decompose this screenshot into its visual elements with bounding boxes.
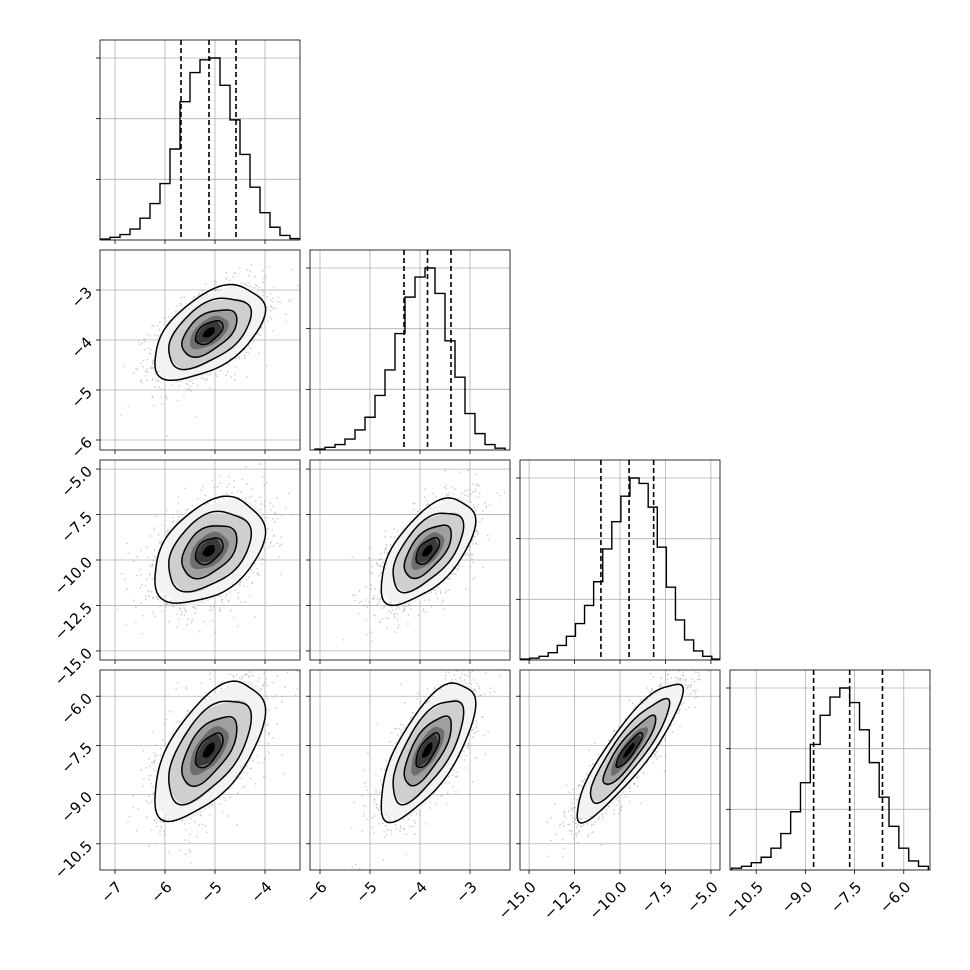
x-tick-label-1-1: −5 (352, 878, 380, 906)
scatter-1_0-contour-2 (168, 297, 253, 371)
hist-2-step-line (520, 477, 720, 660)
hist-panel-2 (516, 459, 721, 664)
scatter-3_0-contour-1 (181, 716, 238, 788)
scatter-3_1-contour-1 (403, 715, 452, 787)
y-tick-label-1-1: −5 (68, 383, 96, 411)
scatter-1_0-density-5 (202, 327, 215, 338)
x-tick-label-1-0: −6 (302, 878, 330, 906)
scatter-1_0-contour-0 (194, 320, 224, 346)
scatter-1_0-contour-1 (181, 309, 238, 358)
scatter-2_1-contour-0 (415, 536, 441, 565)
scatter-panel-2-1 (306, 459, 511, 664)
y-tick-label-3-3: −6.0 (58, 690, 96, 728)
scatter-3_2-contour-1 (602, 714, 657, 785)
x-tick-label-2-3: −7.5 (638, 878, 676, 916)
x-tick-label-0-0: −7 (97, 878, 125, 906)
scatter-3_0-contour-2 (168, 700, 253, 806)
x-tick-label-2-1: −12.5 (540, 878, 585, 923)
scatter-panel-3-1 (306, 669, 511, 874)
x-tick-label-2-0: −15.0 (495, 878, 540, 923)
scatter-3_1-density-5 (422, 742, 433, 758)
scatter-3_2-contour-0 (615, 732, 644, 769)
scatter-panel-3-0 (96, 669, 301, 874)
scatter-3_2-contour-3 (576, 683, 685, 824)
y-tick-label-2-0: −15.0 (51, 644, 96, 689)
y-tick-label-1-2: −4 (68, 333, 96, 361)
scatter-panel-1-0-frame (99, 249, 301, 451)
scatter-3_0-contour-3 (154, 680, 267, 823)
scatter-3_2-density-5 (623, 742, 635, 758)
scatter-panel-3-2 (516, 669, 721, 874)
scatter-panel-2-1-content (310, 460, 510, 660)
x-tick-label-3-1: −9.0 (778, 878, 816, 916)
hist-panel-3-frame (729, 669, 931, 871)
hist-panel-0 (96, 39, 301, 244)
y-tick-label-2-3: −7.5 (58, 508, 96, 546)
x-tick-label-1-2: −4 (402, 878, 430, 906)
x-tick-label-0-2: −5 (197, 878, 225, 906)
scatter-2_0-density-5 (202, 545, 215, 557)
hist-1-step-line (314, 267, 506, 450)
hist-panel-1-bg (310, 250, 510, 450)
scatter-2_0-contour-3 (154, 495, 267, 604)
x-tick-label-3-2: −7.5 (827, 878, 865, 916)
hist-3-step-line (730, 687, 930, 870)
scatter-3_1-contour-2 (392, 700, 465, 806)
scatter-panel-3-1-content (310, 670, 510, 870)
x-tick-label-0-1: −6 (147, 878, 175, 906)
scatter-2_0-contour-1 (181, 525, 238, 580)
y-tick-label-1-3: −3 (68, 283, 96, 311)
y-tick-label-2-1: −12.5 (51, 599, 96, 644)
x-tick-label-1-3: −3 (452, 878, 480, 906)
scatter-panel-1-0-content (100, 250, 300, 450)
y-tick-label-3-1: −9.0 (58, 788, 96, 826)
y-tick-label-3-2: −7.5 (58, 739, 96, 777)
scatter-panel-3-0-content (100, 670, 300, 870)
scatter-3_1-contour-0 (415, 732, 441, 769)
scatter-1_0-contour-3 (154, 283, 267, 382)
y-tick-label-3-0: −10.5 (51, 837, 96, 882)
scatter-3_1-contour-3 (380, 682, 477, 824)
scatter-2_1-contour-2 (392, 512, 465, 594)
x-tick-label-2-2: −10.0 (586, 878, 631, 923)
scatter-panel-3-0-frame (99, 669, 301, 871)
scatter-3_2-contour-2 (589, 697, 671, 804)
scatter-panel-2-0-content (100, 460, 300, 660)
scatter-2_1-contour-3 (380, 497, 477, 607)
scatter-panel-1-0 (96, 249, 301, 454)
scatter-panel-3-1-frame (309, 669, 511, 871)
x-tick-label-2-4: −5.0 (683, 878, 721, 916)
scatter-2_1-density-5 (422, 544, 433, 557)
scatter-3_0-contour-0 (194, 732, 224, 769)
hist-0-step-line (100, 57, 300, 240)
hist-panel-3 (726, 669, 931, 874)
hist-panel-0-bg (100, 40, 300, 240)
scatter-3_0-density-5 (202, 742, 215, 758)
y-tick-label-2-2: −10.0 (51, 553, 96, 598)
x-tick-label-3-3: −6.0 (876, 878, 914, 916)
scatter-panel-3-2-content (520, 670, 720, 870)
y-tick-label-1-0: −6 (68, 433, 96, 461)
scatter-2_0-contour-0 (194, 537, 224, 566)
y-tick-label-2-4: −5.0 (58, 462, 96, 500)
hist-panel-1 (306, 249, 511, 454)
x-tick-label-3-0: −10.5 (722, 878, 767, 923)
scatter-3_1-points (350, 670, 505, 870)
x-tick-label-0-3: −4 (247, 878, 275, 906)
scatter-2_1-contour-1 (403, 524, 452, 580)
hist-panel-0-frame (99, 39, 301, 241)
scatter-panel-2-0 (96, 459, 301, 664)
hist-panel-1-frame (309, 249, 511, 451)
scatter-2_0-contour-2 (168, 510, 253, 593)
